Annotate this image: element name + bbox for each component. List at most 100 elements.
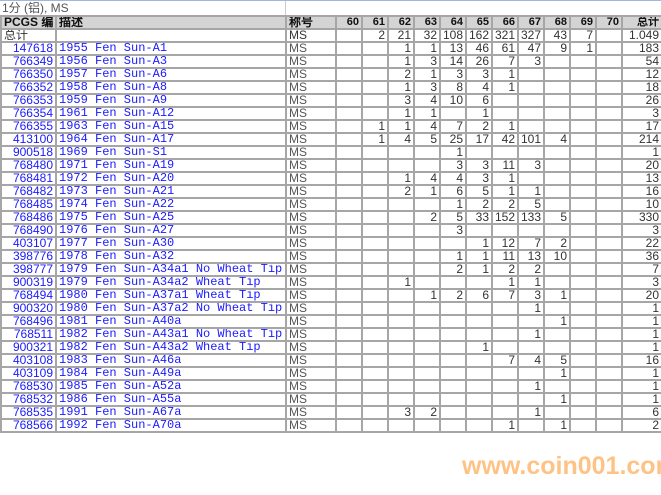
pcgs-number-link[interactable]: 403107 [0,236,57,251]
pcgs-number-link[interactable]: 768566 [0,418,57,433]
count-61 [361,106,389,121]
coin-description-link[interactable]: 1963 Fen Sun-A15 [55,119,287,134]
coin-description-link[interactable]: 1982 Fen Sun-A43a2 Wheat Tip [55,340,287,355]
count-68: 1 [543,314,571,329]
coin-description-link[interactable]: 1969 Fen Sun-S1 [55,145,287,160]
grade-designation: MS [285,405,337,420]
coin-description-link[interactable]: 1972 Fen Sun-A20 [55,171,287,186]
sheet-title: 1分 (铝), MS [0,0,661,15]
pcgs-number-link[interactable]: 768486 [0,210,57,225]
coin-description-link[interactable]: 1984 Fen Sun-A49a [55,366,287,381]
coin-description-link[interactable]: 1991 Fen Sun-A67a [55,405,287,420]
coin-description-link[interactable]: 1992 Fen Sun-A70a [55,418,287,433]
coin-description-link[interactable]: 1971 Fen Sun-A19 [55,158,287,173]
count-69 [569,171,597,186]
pcgs-number-link[interactable]: 900321 [0,340,57,355]
header-grade-66[interactable]: 66 [491,15,519,30]
header-grade-67[interactable]: 67 [517,15,545,30]
pcgs-number-link[interactable]: 398776 [0,249,57,264]
count-64: 2 [439,262,467,277]
header-grade-62[interactable]: 62 [387,15,415,30]
count-62 [387,262,415,277]
grade-designation: MS [285,288,337,303]
coin-description-link[interactable]: 1981 Fen Sun-A40a [55,314,287,329]
header-grade-63[interactable]: 63 [413,15,441,30]
coin-description-link[interactable]: 1977 Fen Sun-A30 [55,236,287,251]
pcgs-number-link[interactable]: 768480 [0,158,57,173]
pcgs-number-link[interactable]: 768485 [0,197,57,212]
pcgs-number-link[interactable]: 768490 [0,223,57,238]
count-69 [569,132,597,147]
header-pcgs[interactable]: PCGS 编 [0,15,57,30]
coin-description-link[interactable]: 1957 Fen Sun-A6 [55,67,287,82]
pcgs-number-link[interactable]: 768496 [0,314,57,329]
coin-description-link[interactable]: 1973 Fen Sun-A21 [55,184,287,199]
coin-description-link[interactable]: 1976 Fen Sun-A27 [55,223,287,238]
header-grade-68[interactable]: 68 [543,15,571,30]
coin-description-link[interactable]: 1979 Fen Sun-A34a1 No Wheat Tip [55,262,287,277]
pcgs-number-link[interactable]: 403108 [0,353,57,368]
count-67 [517,67,545,82]
header-grade-70[interactable]: 70 [595,15,623,30]
header-grade-64[interactable]: 64 [439,15,467,30]
table-row: 900319 1979 Fen Sun-A34a2 Wheat Tip MS 1 1 1 3 [0,275,661,290]
pcgs-number-link[interactable]: 768532 [0,392,57,407]
header-grade-65[interactable]: 65 [465,15,493,30]
row-total: 1 [621,314,661,329]
pcgs-number-link[interactable]: 768530 [0,379,57,394]
summary-count-65: 162 [465,28,493,43]
pcgs-number-link[interactable]: 766355 [0,119,57,134]
coin-description-link[interactable]: 1958 Fen Sun-A8 [55,80,287,95]
coin-description-link[interactable]: 1983 Fen Sun-A46a [55,353,287,368]
coin-description-link[interactable]: 1974 Fen Sun-A22 [55,197,287,212]
coin-description-link[interactable]: 1980 Fen Sun-A37a2 No Wheat Tip [55,301,287,316]
header-grade-60[interactable]: 60 [335,15,363,30]
coin-description-link[interactable]: 1986 Fen Sun-A55a [55,392,287,407]
pcgs-number-link[interactable]: 766352 [0,80,57,95]
count-69 [569,119,597,134]
header-grade[interactable]: 称号 [285,15,337,30]
population-table: PCGS 编 描述 称号 60 61 62 63 64 65 66 67 68 69 70 总计 总计… [0,15,661,433]
coin-description-link[interactable]: 1964 Fen Sun-A17 [55,132,287,147]
pcgs-number-link[interactable]: 768481 [0,171,57,186]
count-68: 1 [543,392,571,407]
summary-label: 总计 [0,28,57,43]
coin-description-link[interactable]: 1980 Fen Sun-A37a1 Wheat Tip [55,288,287,303]
coin-description-link[interactable]: 1961 Fen Sun-A12 [55,106,287,121]
header-total[interactable]: 总计 [621,15,661,30]
coin-description-link[interactable]: 1959 Fen Sun-A9 [55,93,287,108]
coin-description-link[interactable]: 1982 Fen Sun-A43a1 No Wheat Tip [55,327,287,342]
coin-description-link[interactable]: 1985 Fen Sun-A52a [55,379,287,394]
count-66: 1 [491,171,519,186]
pcgs-number-link[interactable]: 768511 [0,327,57,342]
count-62: 2 [387,67,415,82]
coin-description-link[interactable]: 1979 Fen Sun-A34a2 Wheat Tip [55,275,287,290]
coin-description-link[interactable]: 1955 Fen Sun-A1 [55,41,287,56]
pcgs-number-link[interactable]: 768494 [0,288,57,303]
count-64: 3 [439,158,467,173]
header-grade-61[interactable]: 61 [361,15,389,30]
pcgs-number-link[interactable]: 768482 [0,184,57,199]
row-total: 26 [621,93,661,108]
pcgs-number-link[interactable]: 398777 [0,262,57,277]
count-61 [361,80,389,95]
coin-description-link[interactable]: 1975 Fen Sun-A25 [55,210,287,225]
coin-description-link[interactable]: 1978 Fen Sun-A32 [55,249,287,264]
pcgs-number-link[interactable]: 413100 [0,132,57,147]
pcgs-number-link[interactable]: 147618 [0,41,57,56]
count-64 [439,314,467,329]
pcgs-number-link[interactable]: 768535 [0,405,57,420]
header-grade-69[interactable]: 69 [569,15,597,30]
pcgs-number-link[interactable]: 403109 [0,366,57,381]
count-66 [491,93,519,108]
header-desc[interactable]: 描述 [55,15,287,30]
pcgs-number-link[interactable]: 900320 [0,301,57,316]
pcgs-number-link[interactable]: 766349 [0,54,57,69]
pcgs-number-link[interactable]: 766353 [0,93,57,108]
pcgs-number-link[interactable]: 900319 [0,275,57,290]
coin-description-link[interactable]: 1956 Fen Sun-A3 [55,54,287,69]
count-61 [361,418,389,433]
pcgs-number-link[interactable]: 766350 [0,67,57,82]
pcgs-number-link[interactable]: 900518 [0,145,57,160]
pcgs-number-link[interactable]: 766354 [0,106,57,121]
